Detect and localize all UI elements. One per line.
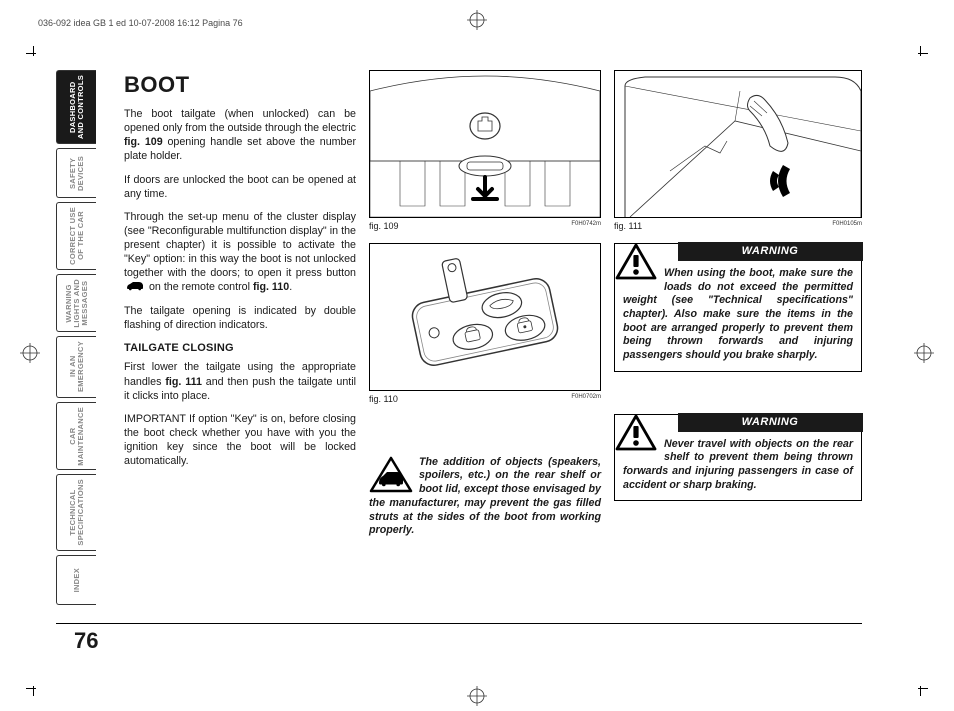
tab-safety[interactable]: SAFETY DEVICES (56, 148, 96, 198)
warning-triangle-icon (614, 413, 658, 453)
crop-mark (28, 678, 44, 694)
page-number: 76 (74, 628, 98, 654)
page-content: DASHBOARD AND CONTROLS SAFETY DEVICES CO… (44, 60, 910, 666)
warning-car-icon (369, 456, 413, 494)
paragraph: First lower the tailgate using the appro… (124, 360, 356, 402)
paragraph: The boot tailgate (when unlocked) can be… (124, 107, 356, 164)
tab-warning-lights[interactable]: WARNING LIGHTS AND MESSAGES (56, 274, 96, 333)
figure-caption: fig. 111F0H0105m (614, 221, 862, 233)
paragraph: The tailgate opening is indicated by dou… (124, 304, 356, 332)
warning-header: WARNING (678, 413, 863, 432)
tab-dashboard[interactable]: DASHBOARD AND CONTROLS (56, 70, 96, 144)
warning-header: WARNING (678, 242, 863, 261)
figure-111 (614, 70, 862, 218)
registration-mark (467, 10, 487, 30)
paragraph: Through the set-up menu of the cluster d… (124, 210, 356, 295)
paragraph: If doors are unlocked the boot can be op… (124, 173, 356, 201)
tab-emergency[interactable]: IN AN EMERGENCY (56, 336, 96, 397)
crop-mark (910, 678, 926, 694)
figure-caption: fig. 109F0H0742m (369, 221, 601, 233)
tab-technical[interactable]: TECHNICAL SPECIFICATIONS (56, 474, 96, 551)
warning-box-1: WARNING When using the boot, make sure t… (614, 243, 862, 372)
section-tabs: DASHBOARD AND CONTROLS SAFETY DEVICES CO… (56, 70, 96, 605)
tab-maintenance[interactable]: CAR MAINTENANCE (56, 402, 96, 471)
page-footer-line (56, 623, 862, 624)
text-column-1: BOOT The boot tailgate (when unlocked) c… (124, 70, 356, 477)
warning-triangle-icon (614, 242, 658, 282)
section-title: BOOT (124, 70, 356, 99)
figure-109 (369, 70, 601, 218)
figure-110 (369, 243, 601, 391)
car-boot-icon (126, 281, 144, 295)
registration-mark (20, 343, 40, 363)
registration-mark (914, 343, 934, 363)
crop-mark (28, 48, 44, 64)
registration-mark (467, 686, 487, 706)
tab-correct-use[interactable]: CORRECT USE OF THE CAR (56, 202, 96, 270)
figure-column: fig. 109F0H0742m (369, 70, 601, 538)
strut-warning-note: The addition of objects (speakers, spoil… (369, 456, 601, 538)
figure-caption: fig. 110F0H0702m (369, 394, 601, 406)
crop-mark (910, 48, 926, 64)
tab-index[interactable]: INDEX (56, 555, 96, 605)
warning-box-2: WARNING Never travel with objects on the… (614, 414, 862, 502)
paragraph: IMPORTANT If option "Key" is on, before … (124, 412, 356, 469)
column-3: fig. 111F0H0105m WARNING When using the … (614, 70, 862, 501)
subheading: TAILGATE CLOSING (124, 341, 356, 356)
